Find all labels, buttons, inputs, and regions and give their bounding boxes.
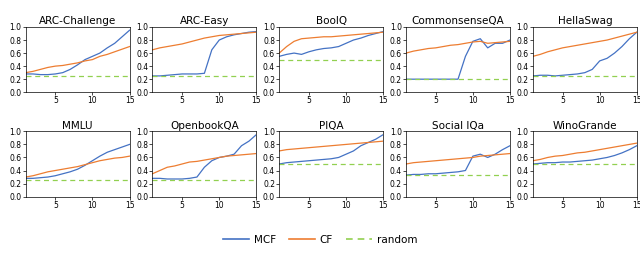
Title: OpenbookQA: OpenbookQA bbox=[170, 121, 239, 131]
Legend: MCF, CF, random: MCF, CF, random bbox=[218, 231, 422, 249]
Title: WinoGrande: WinoGrande bbox=[552, 121, 617, 131]
Title: Social IQa: Social IQa bbox=[432, 121, 484, 131]
Title: MMLU: MMLU bbox=[62, 121, 93, 131]
Title: PIQA: PIQA bbox=[319, 121, 344, 131]
Title: CommonsenseQA: CommonsenseQA bbox=[412, 16, 504, 26]
Title: ARC-Easy: ARC-Easy bbox=[180, 16, 229, 26]
Title: BoolQ: BoolQ bbox=[316, 16, 347, 26]
Title: ARC-Challenge: ARC-Challenge bbox=[39, 16, 116, 26]
Title: HellaSwag: HellaSwag bbox=[557, 16, 612, 26]
